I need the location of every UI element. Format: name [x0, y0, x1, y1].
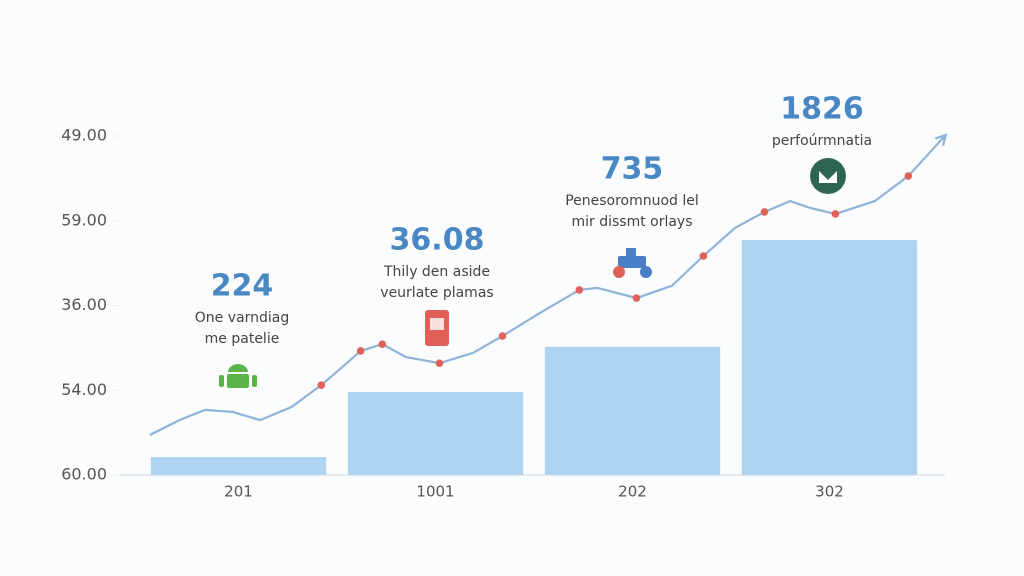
- x-tick-label: 201: [224, 483, 253, 501]
- bar: [347, 391, 524, 475]
- annotation-caption: Penesoromnuod lel: [565, 193, 699, 209]
- icon-mail: [810, 158, 846, 194]
- point: [435, 359, 444, 367]
- annotation-caption: me patelie: [205, 331, 280, 347]
- bar: [150, 457, 327, 475]
- point: [317, 381, 326, 389]
- trend-line: [149, 134, 947, 436]
- point: [904, 172, 913, 180]
- arrow-head: [934, 133, 948, 146]
- annotation-caption: veurlate plamas: [380, 285, 493, 301]
- bar: [741, 240, 918, 475]
- y-tick-label: 60.00: [61, 465, 107, 484]
- annotation-value: 735: [601, 152, 664, 187]
- point: [632, 294, 641, 302]
- point: [356, 347, 365, 355]
- annotation-value: 1826: [780, 92, 864, 127]
- icon-android: [219, 364, 257, 388]
- icon-tractor: [613, 248, 652, 278]
- annotation-caption: mir dissmt orlays: [571, 214, 692, 230]
- annotation-caption: Thily den aside: [383, 264, 490, 280]
- bar: [544, 346, 721, 475]
- annotation-caption: One varndiag: [195, 310, 289, 326]
- point: [575, 286, 584, 294]
- annotation-value: 36.08: [390, 223, 485, 258]
- y-tick-label: 59.00: [61, 210, 107, 229]
- annotation-value: 224: [211, 269, 274, 304]
- x-tick-label: 202: [618, 483, 647, 501]
- x-tick-label: 302: [815, 483, 844, 501]
- x-tick-label: 1001: [416, 483, 454, 501]
- point: [699, 252, 708, 260]
- y-tick-label: 36.00: [61, 295, 107, 314]
- icon-tablet: [425, 310, 449, 346]
- point: [498, 332, 507, 340]
- y-tick-label: 49.00: [61, 126, 107, 145]
- point: [378, 340, 387, 348]
- point: [760, 208, 769, 216]
- annotation-caption: perfoúrmnatia: [772, 133, 872, 149]
- point: [831, 210, 840, 218]
- y-tick-label: 54.00: [61, 380, 107, 399]
